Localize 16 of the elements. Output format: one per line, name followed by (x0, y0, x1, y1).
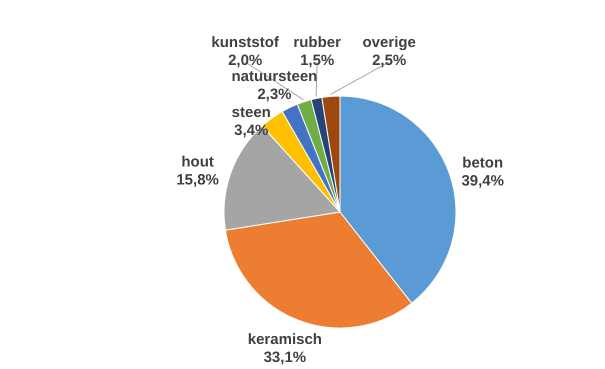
data-label: 15,8% (176, 172, 219, 189)
data-label: 2,0% (228, 52, 262, 69)
data-label: 33,1% (264, 349, 306, 366)
slice-label: natuursteen (231, 68, 318, 85)
data-label: 3,4% (234, 122, 268, 139)
data-label: 2,3% (257, 86, 292, 103)
slice-label: keramisch (248, 331, 322, 348)
data-label: 2,5% (372, 52, 406, 69)
slice-label: overige (362, 34, 416, 51)
slice-label: rubber (293, 34, 342, 51)
data-label: 1,5% (300, 52, 334, 69)
slice-label: hout (181, 154, 214, 171)
slice-label: beton (462, 154, 504, 172)
data-label: 39,4% (461, 172, 504, 190)
slice-label: kunststof (211, 34, 280, 51)
slice-label: steen (232, 104, 271, 121)
